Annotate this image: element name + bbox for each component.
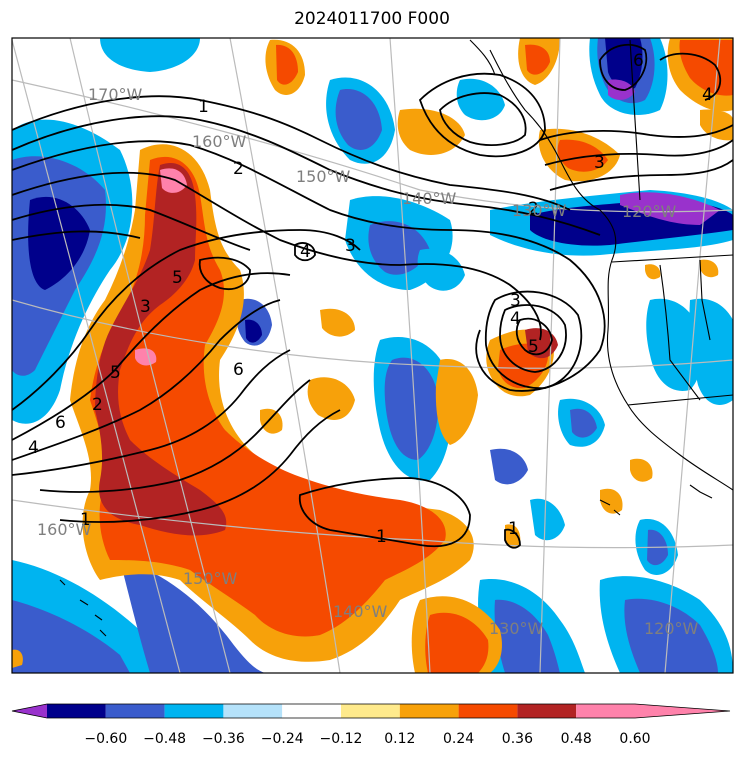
colorbar-segment xyxy=(223,704,283,718)
colorbar-segment xyxy=(517,704,577,718)
colorbar-tick-label: 0.36 xyxy=(501,731,533,747)
contour-label: 3 xyxy=(345,236,356,256)
contour-label: 3 xyxy=(140,297,151,317)
colorbar-segment xyxy=(458,704,518,718)
contour-label: 6 xyxy=(55,413,66,433)
map-frame xyxy=(11,37,734,674)
colorbar-tick-label: 0.60 xyxy=(619,731,651,747)
lon-label: 140°W xyxy=(402,189,457,208)
contour-label: 1 xyxy=(508,519,519,539)
contour-label: 5 xyxy=(172,268,183,288)
lon-label: 120°W xyxy=(644,619,699,638)
lon-label: 130°W xyxy=(512,201,567,220)
lon-label: 140°W xyxy=(333,602,388,621)
contour-label: 5 xyxy=(528,337,539,357)
contour-label-group: 1 2 3 4 5 6 3 4 5 6 4 3 2 1 1 6 5 4 3 2 … xyxy=(28,51,713,547)
contour-label: 6 xyxy=(233,360,244,380)
contour-label: 2 xyxy=(92,395,103,415)
colorbar-segment xyxy=(399,704,459,718)
contour-lines xyxy=(12,43,733,549)
colorbar-tick-label: −0.12 xyxy=(319,731,363,747)
map-title: 2024011700 F000 xyxy=(294,9,450,29)
coastlines xyxy=(59,39,733,637)
contour-label: 1 xyxy=(376,527,387,547)
colorbar-segment xyxy=(282,704,341,718)
lon-label: 160°W xyxy=(37,520,92,539)
colorbar xyxy=(11,703,731,719)
contour-label: 1 xyxy=(80,510,91,530)
contour-label: 3 xyxy=(594,153,605,173)
colorbar-segment xyxy=(105,704,165,718)
shaded-field xyxy=(12,38,733,673)
colorbar-segment xyxy=(341,704,400,718)
colorbar-tick-label: −0.36 xyxy=(201,731,245,747)
colorbar-segment xyxy=(47,704,106,718)
contour-label: 2 xyxy=(233,159,244,179)
contour-label: 3 xyxy=(510,291,521,311)
colorbar-segment xyxy=(164,704,224,718)
contour-label: 2 xyxy=(528,199,539,219)
lon-label: 120°W xyxy=(622,202,677,221)
contour-label: 1 xyxy=(198,97,209,117)
colorbar-outline xyxy=(11,703,731,719)
colorbar-segment xyxy=(12,704,47,718)
graticule xyxy=(12,38,733,673)
lon-label: 170°W xyxy=(88,85,143,104)
lon-label: 150°W xyxy=(296,167,351,186)
lon-label: 150°W xyxy=(183,569,238,588)
colorbar-tick-label: −0.60 xyxy=(84,731,128,747)
lon-label: 160°W xyxy=(192,132,247,151)
colorbar-segment xyxy=(576,704,635,718)
contour-label: 6 xyxy=(633,51,644,71)
colorbar-tick-label: −0.24 xyxy=(260,731,304,747)
colorbar-tick-label: 0.12 xyxy=(384,731,416,747)
contour-label: 4 xyxy=(510,309,521,329)
contour-label: 4 xyxy=(300,242,311,262)
contour-label: 4 xyxy=(702,85,713,105)
colorbar-tick-label: 0.24 xyxy=(443,731,475,747)
colorbar-segment xyxy=(635,704,730,718)
contour-label: 5 xyxy=(110,363,121,383)
longitude-labels: 170°W 160°W 150°W 140°W 130°W 120°W 160°… xyxy=(37,85,699,638)
contour-label: 4 xyxy=(28,438,39,458)
colorbar-tick-label: 0.48 xyxy=(560,731,592,747)
lon-label: 130°W xyxy=(489,619,544,638)
colorbar-tick-label: −0.48 xyxy=(143,731,187,747)
